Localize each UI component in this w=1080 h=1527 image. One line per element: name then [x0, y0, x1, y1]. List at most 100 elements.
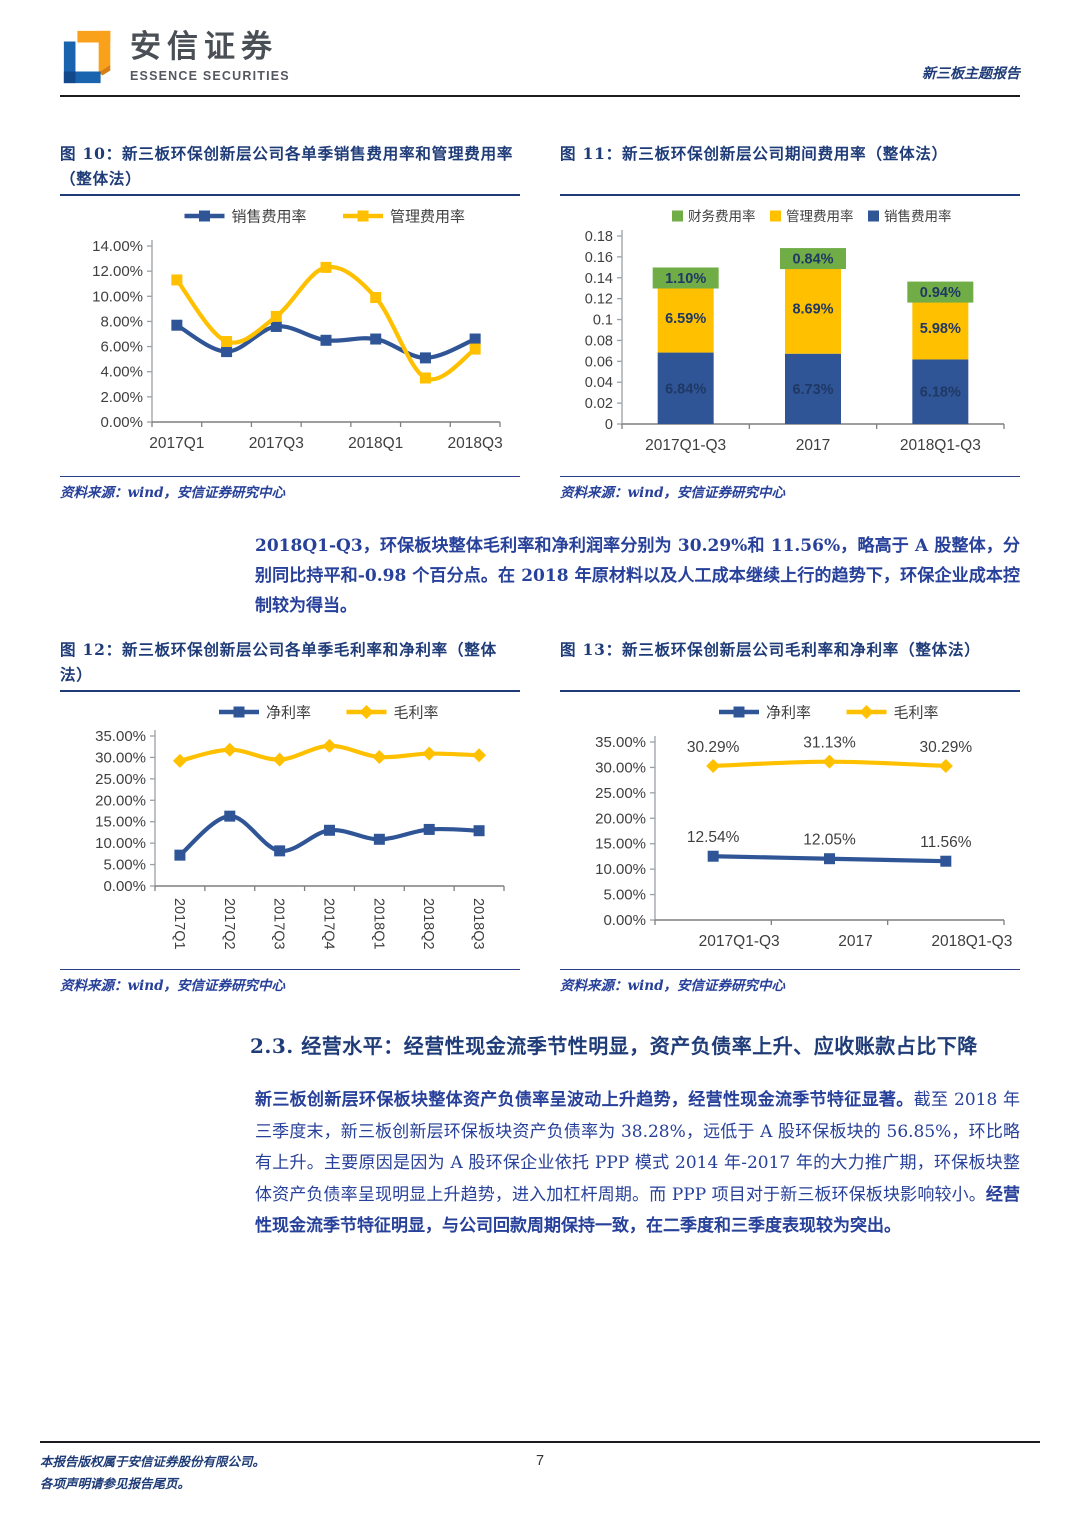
svg-text:31.13%: 31.13%	[803, 735, 856, 752]
body-paragraph: 新三板创新层环保板块整体资产负债率呈波动上升趋势，经营性现金流季节特征显著。截至…	[255, 1085, 1020, 1243]
svg-text:0.18: 0.18	[585, 229, 613, 245]
svg-text:6.59%: 6.59%	[665, 311, 706, 327]
footer-notice: 各项声明请参见报告尾页。	[40, 1476, 191, 1491]
svg-text:2017Q1: 2017Q1	[149, 435, 204, 452]
figure-10: 图 10：新三板环保创新层公司各单季销售费用率和管理费用率（整体法） 0.00%…	[60, 141, 520, 501]
header-divider	[60, 95, 1020, 97]
figure-12-chart: 0.00% 5.00% 10.00% 15.00% 20.00% 25.00% 30.00%…	[60, 696, 520, 967]
svg-text:20.00%: 20.00%	[95, 792, 146, 809]
figure-13: 图 13：新三板环保创新层公司毛利率和净利率（整体法） 0.00% 5.00% 10…	[560, 637, 1020, 994]
figure-row-1: 图 10：新三板环保创新层公司各单季销售费用率和管理费用率（整体法） 0.00%…	[60, 141, 1020, 501]
svg-text:毛利率: 毛利率	[394, 705, 439, 722]
svg-text:0.94%: 0.94%	[920, 285, 961, 301]
essence-logo-icon	[63, 30, 111, 84]
figure-12-caption: 图 12：新三板环保创新层公司各单季毛利率和净利率（整体法）	[60, 637, 520, 692]
svg-text:2017: 2017	[838, 933, 872, 950]
svg-text:0.00%: 0.00%	[103, 878, 146, 895]
svg-text:10.00%: 10.00%	[92, 288, 143, 305]
svg-text:2017Q4: 2017Q4	[321, 898, 337, 950]
svg-text:12.00%: 12.00%	[92, 263, 143, 280]
svg-text:管理费用率: 管理费用率	[786, 208, 854, 224]
essence-logo-text: 安信证券 ESSENCE SECURITIES	[130, 31, 290, 83]
essence-logo: 安信证券 ESSENCE SECURITIES	[60, 28, 290, 86]
svg-text:0.12: 0.12	[585, 292, 613, 308]
svg-text:财务费用率: 财务费用率	[688, 208, 756, 224]
svg-text:管理费用率: 管理费用率	[390, 209, 465, 226]
svg-text:5.98%: 5.98%	[920, 321, 961, 337]
svg-text:销售费用率: 销售费用率	[232, 209, 307, 226]
figure-10-source: 资料来源：wind，安信证券研究中心	[60, 476, 520, 501]
svg-text:2017Q3: 2017Q3	[271, 898, 287, 950]
figure-10-chart: 0.00% 2.00% 4.00% 6.00% 8.00% 10.00% 12.00% 14.…	[60, 200, 520, 474]
svg-text:2018Q1: 2018Q1	[348, 435, 403, 452]
svg-text:15.00%: 15.00%	[95, 814, 146, 831]
svg-text:35.00%: 35.00%	[95, 728, 146, 745]
svg-text:0.06: 0.06	[585, 354, 613, 370]
svg-text:4.00%: 4.00%	[100, 364, 143, 381]
svg-text:2017: 2017	[796, 437, 830, 454]
svg-text:12.05%: 12.05%	[803, 832, 856, 849]
figure-13-chart: 0.00% 5.00% 10.00% 15.00% 20.00% 25.00% 30.00%…	[560, 696, 1020, 967]
svg-text:10.00%: 10.00%	[595, 861, 646, 878]
svg-text:2.00%: 2.00%	[100, 389, 143, 406]
svg-text:6.73%: 6.73%	[792, 382, 833, 398]
svg-text:5.00%: 5.00%	[603, 887, 646, 904]
svg-text:14.00%: 14.00%	[92, 238, 143, 255]
svg-text:2017Q1: 2017Q1	[171, 898, 187, 950]
figure-13-caption: 图 13：新三板环保创新层公司毛利率和净利率（整体法）	[560, 637, 1020, 692]
svg-text:0.00%: 0.00%	[603, 912, 646, 929]
svg-text:10.00%: 10.00%	[95, 835, 146, 852]
logo-name-en: ESSENCE SECURITIES	[130, 68, 290, 83]
svg-text:2017Q1-Q3: 2017Q1-Q3	[645, 437, 726, 454]
svg-text:5.00%: 5.00%	[103, 857, 146, 874]
figure-11: 图 11：新三板环保创新层公司期间费用率（整体法） 0 0.02 0.04 0.06 0…	[560, 141, 1020, 501]
svg-text:6.18%: 6.18%	[920, 385, 961, 401]
svg-text:毛利率: 毛利率	[894, 705, 939, 722]
svg-text:6.84%: 6.84%	[665, 381, 706, 397]
svg-text:0.14: 0.14	[585, 271, 613, 287]
body-paragraph-middle: 截至 2018 年三季度末，新三板创新层环保板块资产负债率为 38.28%，远低…	[255, 1090, 1021, 1205]
svg-text:2017Q3: 2017Q3	[249, 435, 304, 452]
svg-text:6.00%: 6.00%	[100, 339, 143, 356]
summary-paragraph: 2018Q1-Q3，环保板块整体毛利率和净利润率分别为 30.29%和 11.5…	[255, 536, 1020, 616]
svg-text:25.00%: 25.00%	[595, 785, 646, 802]
report-type-label: 新三板主题报告	[922, 65, 1020, 81]
svg-text:30.00%: 30.00%	[95, 749, 146, 766]
svg-text:1.10%: 1.10%	[665, 271, 706, 287]
svg-text:30.00%: 30.00%	[595, 759, 646, 776]
figure-10-caption: 图 10：新三板环保创新层公司各单季销售费用率和管理费用率（整体法）	[60, 141, 520, 196]
svg-text:2018Q3: 2018Q3	[448, 435, 503, 452]
svg-text:2018Q1-Q3: 2018Q1-Q3	[900, 437, 981, 454]
body-paragraph-lead-bold: 新三板创新层环保板块整体资产负债率呈波动上升趋势，经营性现金流季节特征显著。	[255, 1090, 914, 1110]
svg-text:净利率: 净利率	[766, 705, 811, 722]
svg-text:11.56%: 11.56%	[920, 834, 972, 851]
svg-text:销售费用率: 销售费用率	[884, 208, 952, 224]
svg-text:15.00%: 15.00%	[595, 836, 646, 853]
svg-text:0.02: 0.02	[585, 396, 613, 412]
figure-11-caption: 图 11：新三板环保创新层公司期间费用率（整体法）	[560, 141, 1020, 196]
svg-text:2018Q1-Q3: 2018Q1-Q3	[931, 933, 1012, 950]
logo-name-cn: 安信证券	[130, 29, 278, 65]
svg-text:35.00%: 35.00%	[595, 734, 646, 751]
figure-13-source: 资料来源：wind，安信证券研究中心	[560, 969, 1020, 994]
svg-text:0: 0	[605, 417, 613, 433]
svg-text:2018Q2: 2018Q2	[420, 898, 436, 950]
svg-text:0.84%: 0.84%	[792, 252, 833, 268]
report-header: 安信证券 ESSENCE SECURITIES 新三板主题报告	[0, 0, 1080, 86]
figure-row-2: 图 12：新三板环保创新层公司各单季毛利率和净利率（整体法） 0.00% 5.00…	[60, 637, 1020, 994]
page-number: 7	[535, 1453, 545, 1469]
figure-11-chart: 0 0.02 0.04 0.06 0.08 0.1 0.12 0.14 0.16 0.18 2017…	[560, 200, 1020, 474]
figure-11-source: 资料来源：wind，安信证券研究中心	[560, 476, 1020, 501]
svg-text:2017Q2: 2017Q2	[221, 898, 237, 950]
svg-text:8.69%: 8.69%	[792, 301, 833, 317]
svg-text:2018Q1: 2018Q1	[370, 898, 386, 950]
svg-text:0.1: 0.1	[593, 313, 613, 329]
svg-text:30.29%: 30.29%	[920, 739, 973, 756]
svg-text:0.08: 0.08	[585, 333, 613, 349]
page-footer: 本报告版权属于安信证券股份有限公司。 各项声明请参见报告尾页。 7	[40, 1441, 1040, 1495]
svg-text:30.29%: 30.29%	[687, 739, 740, 756]
svg-text:25.00%: 25.00%	[95, 771, 146, 788]
svg-text:8.00%: 8.00%	[100, 313, 143, 330]
footer-copyright: 本报告版权属于安信证券股份有限公司。	[40, 1454, 266, 1469]
